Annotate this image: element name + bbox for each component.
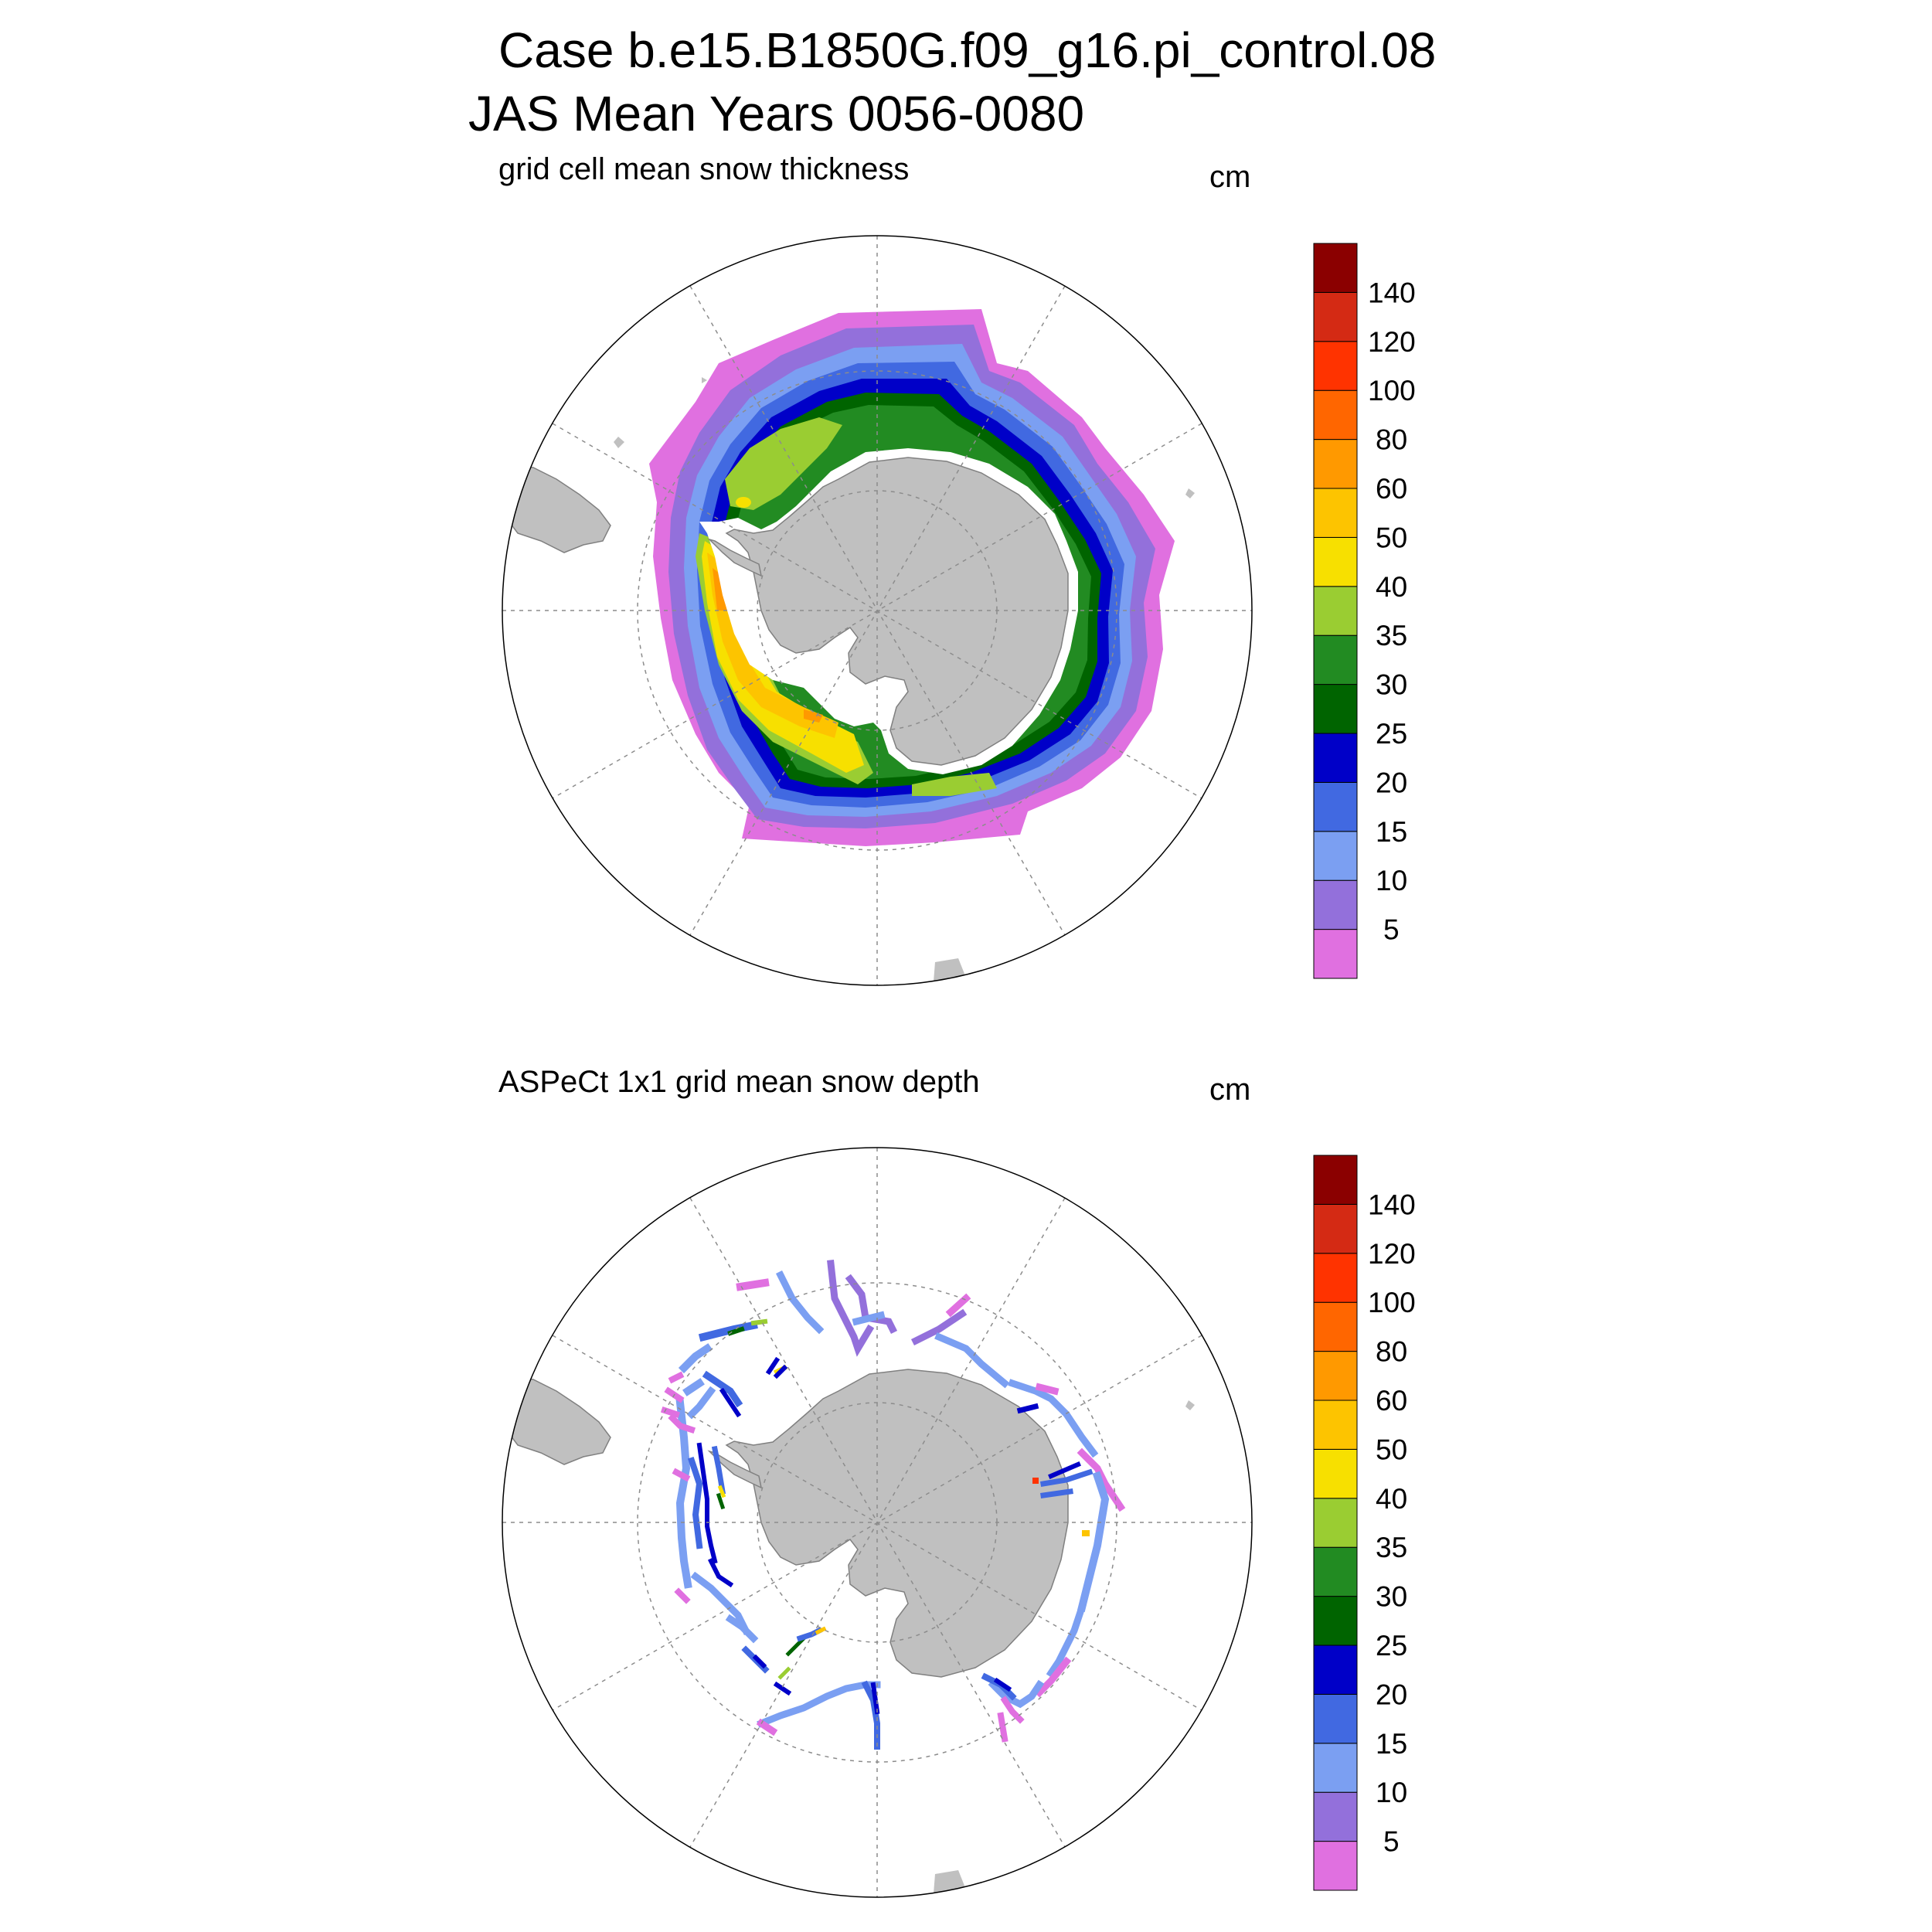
- panel2-title: ASPeCt 1x1 grid mean snow depth: [498, 1065, 980, 1099]
- colorbar-tick-label: 140: [1368, 277, 1416, 308]
- colorbar-swatch: [1313, 243, 1358, 293]
- colorbar-swatch: [1313, 1743, 1358, 1793]
- colorbar-tick-label: 100: [1368, 1287, 1416, 1318]
- figure-title-period: JAS Mean Years 0056-0080: [468, 86, 1085, 141]
- colorbar-swatch: [1313, 1546, 1358, 1597]
- panel2-map: [502, 1148, 1252, 1897]
- panel2-graticule: [502, 1148, 1252, 1897]
- colorbar-panel1: 5 10 15 20 25 30 35 40 50 60 80 100 120 140: [1313, 243, 1416, 979]
- colorbar-swatch: [1313, 879, 1358, 930]
- colorbar-swatch: [1313, 1155, 1358, 1205]
- colorbar-swatch: [1313, 439, 1358, 489]
- colorbar-tick-label: 35: [1376, 620, 1407, 651]
- panel1-title: grid cell mean snow thickness: [498, 152, 910, 186]
- colorbar-tick-label: 40: [1376, 571, 1407, 603]
- colorbar-swatch: [1313, 781, 1358, 832]
- colorbar-tick-label: 25: [1376, 1630, 1407, 1662]
- colorbar-tick-label: 80: [1376, 424, 1407, 456]
- colorbar-swatch: [1313, 1596, 1358, 1646]
- colorbar-tick-label: 120: [1368, 1238, 1416, 1270]
- colorbar-swatch: [1313, 1203, 1358, 1254]
- colorbar-swatch: [1313, 929, 1358, 979]
- colorbar-swatch: [1313, 1301, 1358, 1352]
- colorbar-swatch: [1313, 1448, 1358, 1499]
- colorbar-tick-label: 60: [1376, 473, 1407, 505]
- colorbar-swatch: [1313, 1253, 1358, 1303]
- colorbar-swatch: [1313, 536, 1358, 587]
- figure-title-case: Case b.e15.B1850G.f09_g16.pi_control.08: [498, 22, 1437, 78]
- colorbar-tick-label: 30: [1376, 669, 1407, 701]
- colorbar-tick-label: 5: [1383, 914, 1400, 946]
- colorbar-tick-label: 120: [1368, 326, 1416, 358]
- colorbar-swatch: [1313, 1791, 1358, 1842]
- panel1-graticule: [502, 236, 1252, 985]
- colorbar-swatch: [1313, 684, 1358, 734]
- panel1-units: cm: [1209, 160, 1251, 194]
- colorbar-swatch: [1313, 389, 1358, 440]
- colorbar-tick-label: 30: [1376, 1581, 1407, 1613]
- colorbar-swatch: [1313, 1841, 1358, 1891]
- panel1-map-border: [502, 235, 1253, 986]
- colorbar-swatch: [1313, 1351, 1358, 1401]
- colorbar-swatch: [1313, 831, 1358, 881]
- colorbar-tick-label: 20: [1376, 767, 1407, 798]
- colorbar-tick-label: 15: [1376, 816, 1407, 848]
- colorbar-tick-label: 80: [1376, 1336, 1407, 1368]
- colorbar-swatch: [1313, 586, 1358, 636]
- colorbar-tick-label: 10: [1376, 1777, 1407, 1808]
- colorbar-tick-label: 40: [1376, 1483, 1407, 1515]
- colorbar-tick-label: 60: [1376, 1385, 1407, 1417]
- colorbar-tick-label: 10: [1376, 865, 1407, 896]
- colorbar-swatch: [1313, 291, 1358, 342]
- panel2-units: cm: [1209, 1073, 1251, 1107]
- panel2-map-border: [502, 1147, 1253, 1898]
- antarctica-land: [699, 448, 1078, 774]
- colorbar-tick-label: 50: [1376, 1434, 1407, 1465]
- colorbar-swatch: [1313, 733, 1358, 783]
- colorbar-tick-label: 140: [1368, 1189, 1416, 1220]
- colorbar-swatch: [1313, 634, 1358, 685]
- colorbar-swatch: [1313, 1693, 1358, 1744]
- colorbar-tick-label: 100: [1368, 375, 1416, 406]
- colorbar-panel2: 5 10 15 20 25 30 35 40 50 60 80 100 120 140: [1313, 1155, 1416, 1891]
- colorbar-tick-label: 15: [1376, 1728, 1407, 1760]
- colorbar-swatch: [1313, 1498, 1358, 1548]
- colorbar-swatch: [1313, 1645, 1358, 1695]
- colorbar-swatch: [1313, 488, 1358, 538]
- colorbar-swatch: [1313, 1400, 1358, 1450]
- colorbar-tick-label: 35: [1376, 1532, 1407, 1563]
- panel1-map: [502, 236, 1252, 985]
- colorbar-tick-label: 20: [1376, 1679, 1407, 1710]
- colorbar-tick-label: 50: [1376, 522, 1407, 553]
- ship-tracks: [660, 1260, 1126, 1750]
- colorbar-tick-label: 25: [1376, 718, 1407, 750]
- colorbar-swatch: [1313, 341, 1358, 391]
- colorbar-tick-label: 5: [1383, 1826, 1400, 1858]
